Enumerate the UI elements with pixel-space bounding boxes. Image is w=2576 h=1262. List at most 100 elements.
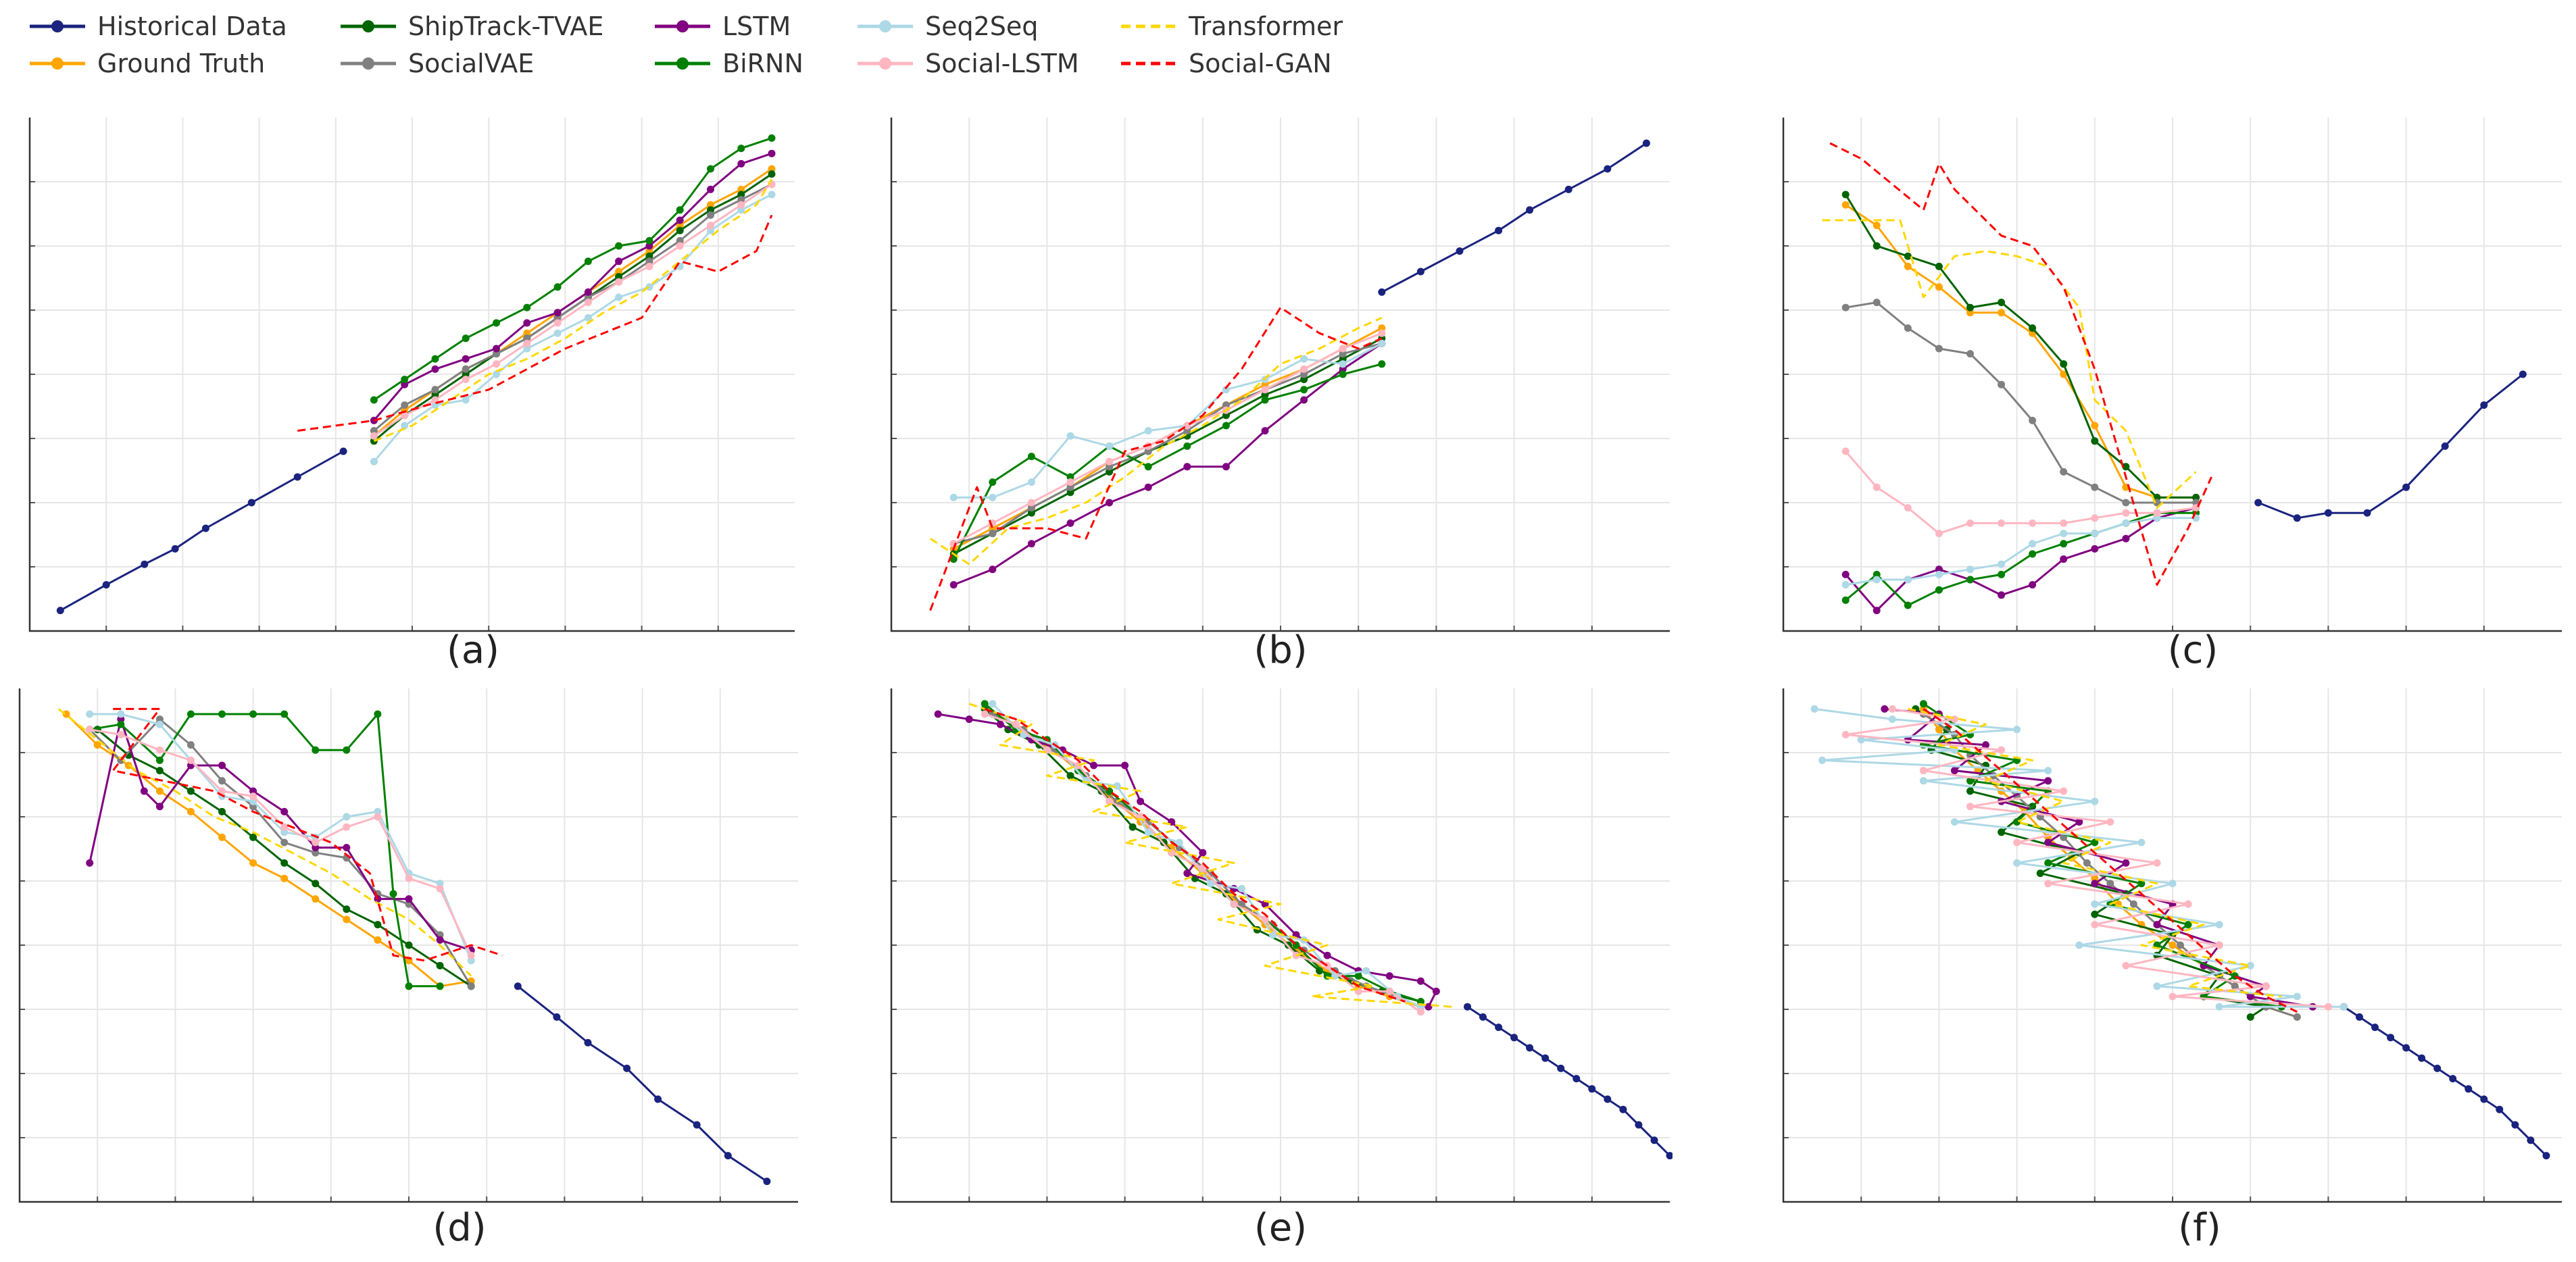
- data-point: [339, 447, 347, 455]
- data-point: [1378, 360, 1386, 368]
- data-point: [2044, 880, 2052, 888]
- data-point: [1027, 504, 1035, 512]
- data-point: [1261, 427, 1269, 435]
- data-point: [405, 895, 413, 903]
- data-point: [2075, 818, 2083, 826]
- data-point: [645, 257, 653, 266]
- series-shiptrack-tvae: [93, 726, 475, 990]
- data-point: [401, 422, 409, 430]
- data-point: [2246, 961, 2254, 969]
- data-point: [370, 427, 378, 435]
- series-social-lstm: [1841, 705, 2332, 1011]
- data-point: [293, 473, 301, 481]
- legend-item-transformer: Transformer: [1118, 9, 1343, 43]
- legend-marker: [676, 57, 689, 70]
- data-point: [2044, 838, 2052, 847]
- data-point: [405, 874, 413, 882]
- legend-swatch: [655, 57, 710, 70]
- data-point: [523, 319, 531, 327]
- data-point: [1873, 570, 1881, 578]
- data-point: [1495, 1024, 1503, 1032]
- data-point: [553, 309, 562, 317]
- legend-swatch: [30, 20, 85, 32]
- data-point: [436, 936, 444, 944]
- data-point: [523, 303, 531, 311]
- data-point: [1416, 268, 1425, 276]
- data-point: [218, 833, 226, 841]
- data-point: [1222, 411, 1230, 420]
- data-point: [2091, 437, 2099, 445]
- data-point: [2106, 818, 2114, 826]
- data-point: [312, 844, 320, 852]
- data-point: [93, 741, 101, 749]
- data-point: [654, 1095, 662, 1103]
- series-social-gan: [112, 707, 503, 962]
- data-point: [2137, 838, 2146, 847]
- data-point: [1339, 355, 1347, 363]
- series-line: [953, 337, 1383, 555]
- data-point: [1966, 350, 1974, 358]
- data-point: [1966, 803, 1974, 811]
- data-point: [1261, 386, 1269, 394]
- data-point: [343, 823, 351, 831]
- data-point: [1066, 519, 1074, 527]
- data-point: [1425, 1003, 1433, 1011]
- data-point: [1998, 591, 2006, 599]
- data-point: [2441, 442, 2449, 450]
- panel-label: (d): [432, 1206, 487, 1250]
- legend-label: ShipTrack-TVAE: [408, 11, 604, 41]
- data-point: [493, 345, 500, 353]
- data-point: [2029, 416, 2037, 424]
- data-point: [768, 170, 776, 178]
- data-point: [1966, 787, 1974, 795]
- series-line: [953, 332, 1383, 545]
- data-point: [2192, 493, 2200, 501]
- data-point: [117, 715, 125, 724]
- data-point: [201, 524, 209, 532]
- series-line: [1829, 142, 2212, 586]
- series-shiptrack-tvae: [1841, 191, 2200, 501]
- data-point: [724, 1152, 732, 1160]
- series-birnn: [86, 710, 444, 990]
- data-point: [2418, 1054, 2426, 1062]
- data-point: [1888, 715, 1896, 724]
- data-point: [1950, 818, 1958, 826]
- legend: Historical Data Ground Truth ShipTrack-TVA…: [27, 9, 1379, 91]
- data-point: [981, 700, 989, 708]
- data-point: [117, 730, 125, 738]
- data-point: [1857, 736, 1865, 744]
- data-point: [2169, 941, 2177, 949]
- series-line: [1922, 703, 2282, 1008]
- data-point: [737, 145, 745, 153]
- data-point: [171, 545, 179, 553]
- data-point: [2480, 1095, 2488, 1103]
- data-point: [989, 565, 997, 574]
- data-point: [2511, 1121, 2519, 1129]
- data-point: [2169, 992, 2177, 1001]
- series-seq2seq: [86, 710, 475, 965]
- data-point: [1935, 262, 1943, 270]
- data-point: [1066, 478, 1074, 486]
- data-point: [1935, 345, 1943, 353]
- data-point: [1935, 565, 1943, 574]
- data-point: [1378, 329, 1386, 337]
- panel-label: (a): [446, 628, 499, 672]
- data-point: [2091, 530, 2099, 538]
- data-point: [1300, 386, 1308, 394]
- series-line: [1884, 707, 2313, 1008]
- data-point: [1106, 463, 1114, 471]
- series-line: [373, 152, 772, 422]
- data-point: [343, 844, 351, 852]
- data-point: [1066, 772, 1074, 780]
- data-point: [2433, 1064, 2442, 1072]
- series-line: [1845, 203, 2196, 499]
- data-point: [707, 165, 714, 173]
- data-point: [737, 201, 745, 209]
- data-point: [1966, 519, 1974, 527]
- data-point: [2339, 1003, 2348, 1011]
- series-socialvae: [989, 710, 1425, 1011]
- data-point: [981, 710, 989, 718]
- data-point: [155, 715, 164, 724]
- data-point: [2013, 859, 2021, 867]
- data-point: [676, 226, 684, 234]
